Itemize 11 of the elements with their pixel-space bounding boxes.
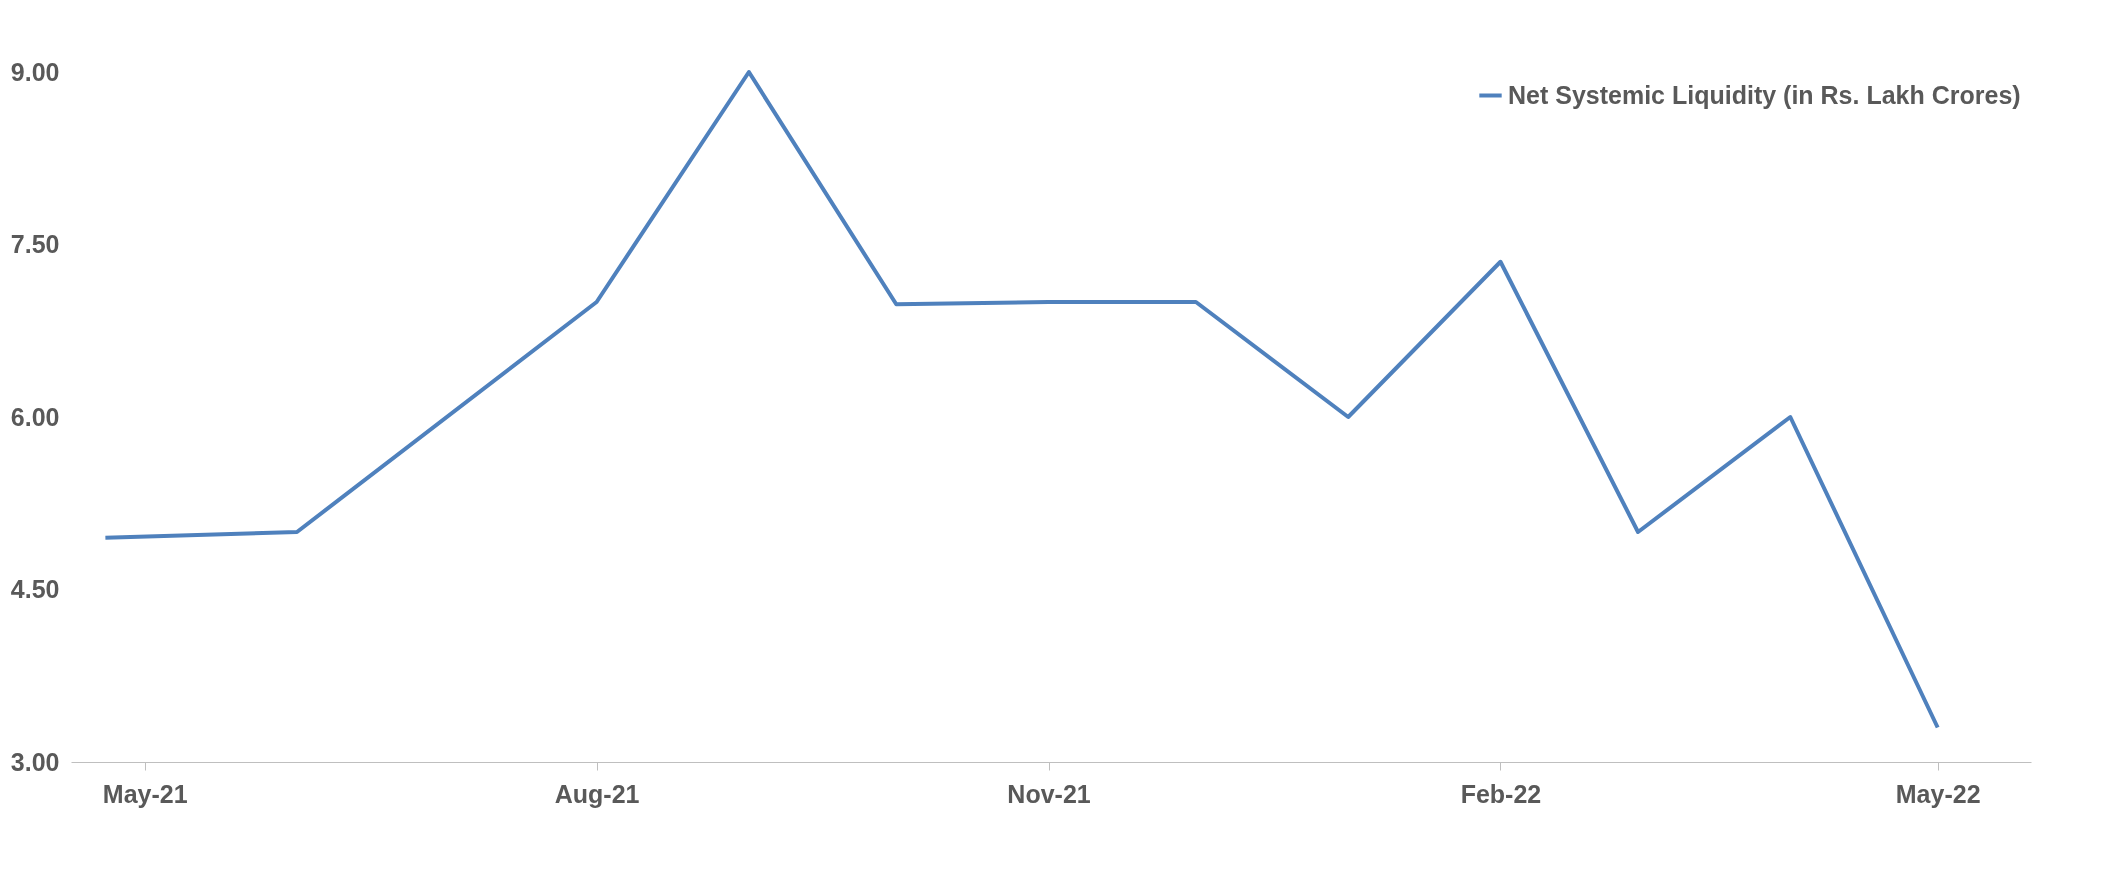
y-tick-label: 9.00 <box>10 57 60 86</box>
y-tick-label: 7.50 <box>10 230 60 258</box>
y-tick-label: 4.50 <box>10 575 60 603</box>
x-tick-label: May-22 <box>1895 779 1981 808</box>
x-tick-label: Feb-22 <box>1460 779 1542 808</box>
y-tick-label: 6.00 <box>10 402 60 431</box>
x-tick-label: Nov-21 <box>1007 779 1091 808</box>
x-tick-label: May-21 <box>102 779 188 808</box>
legend-label: Net Systemic Liquidity (in Rs. Lakh Crores) <box>1508 80 2021 109</box>
y-tick-label: 3.00 <box>10 747 60 776</box>
x-tick-label: Aug-21 <box>554 779 640 808</box>
